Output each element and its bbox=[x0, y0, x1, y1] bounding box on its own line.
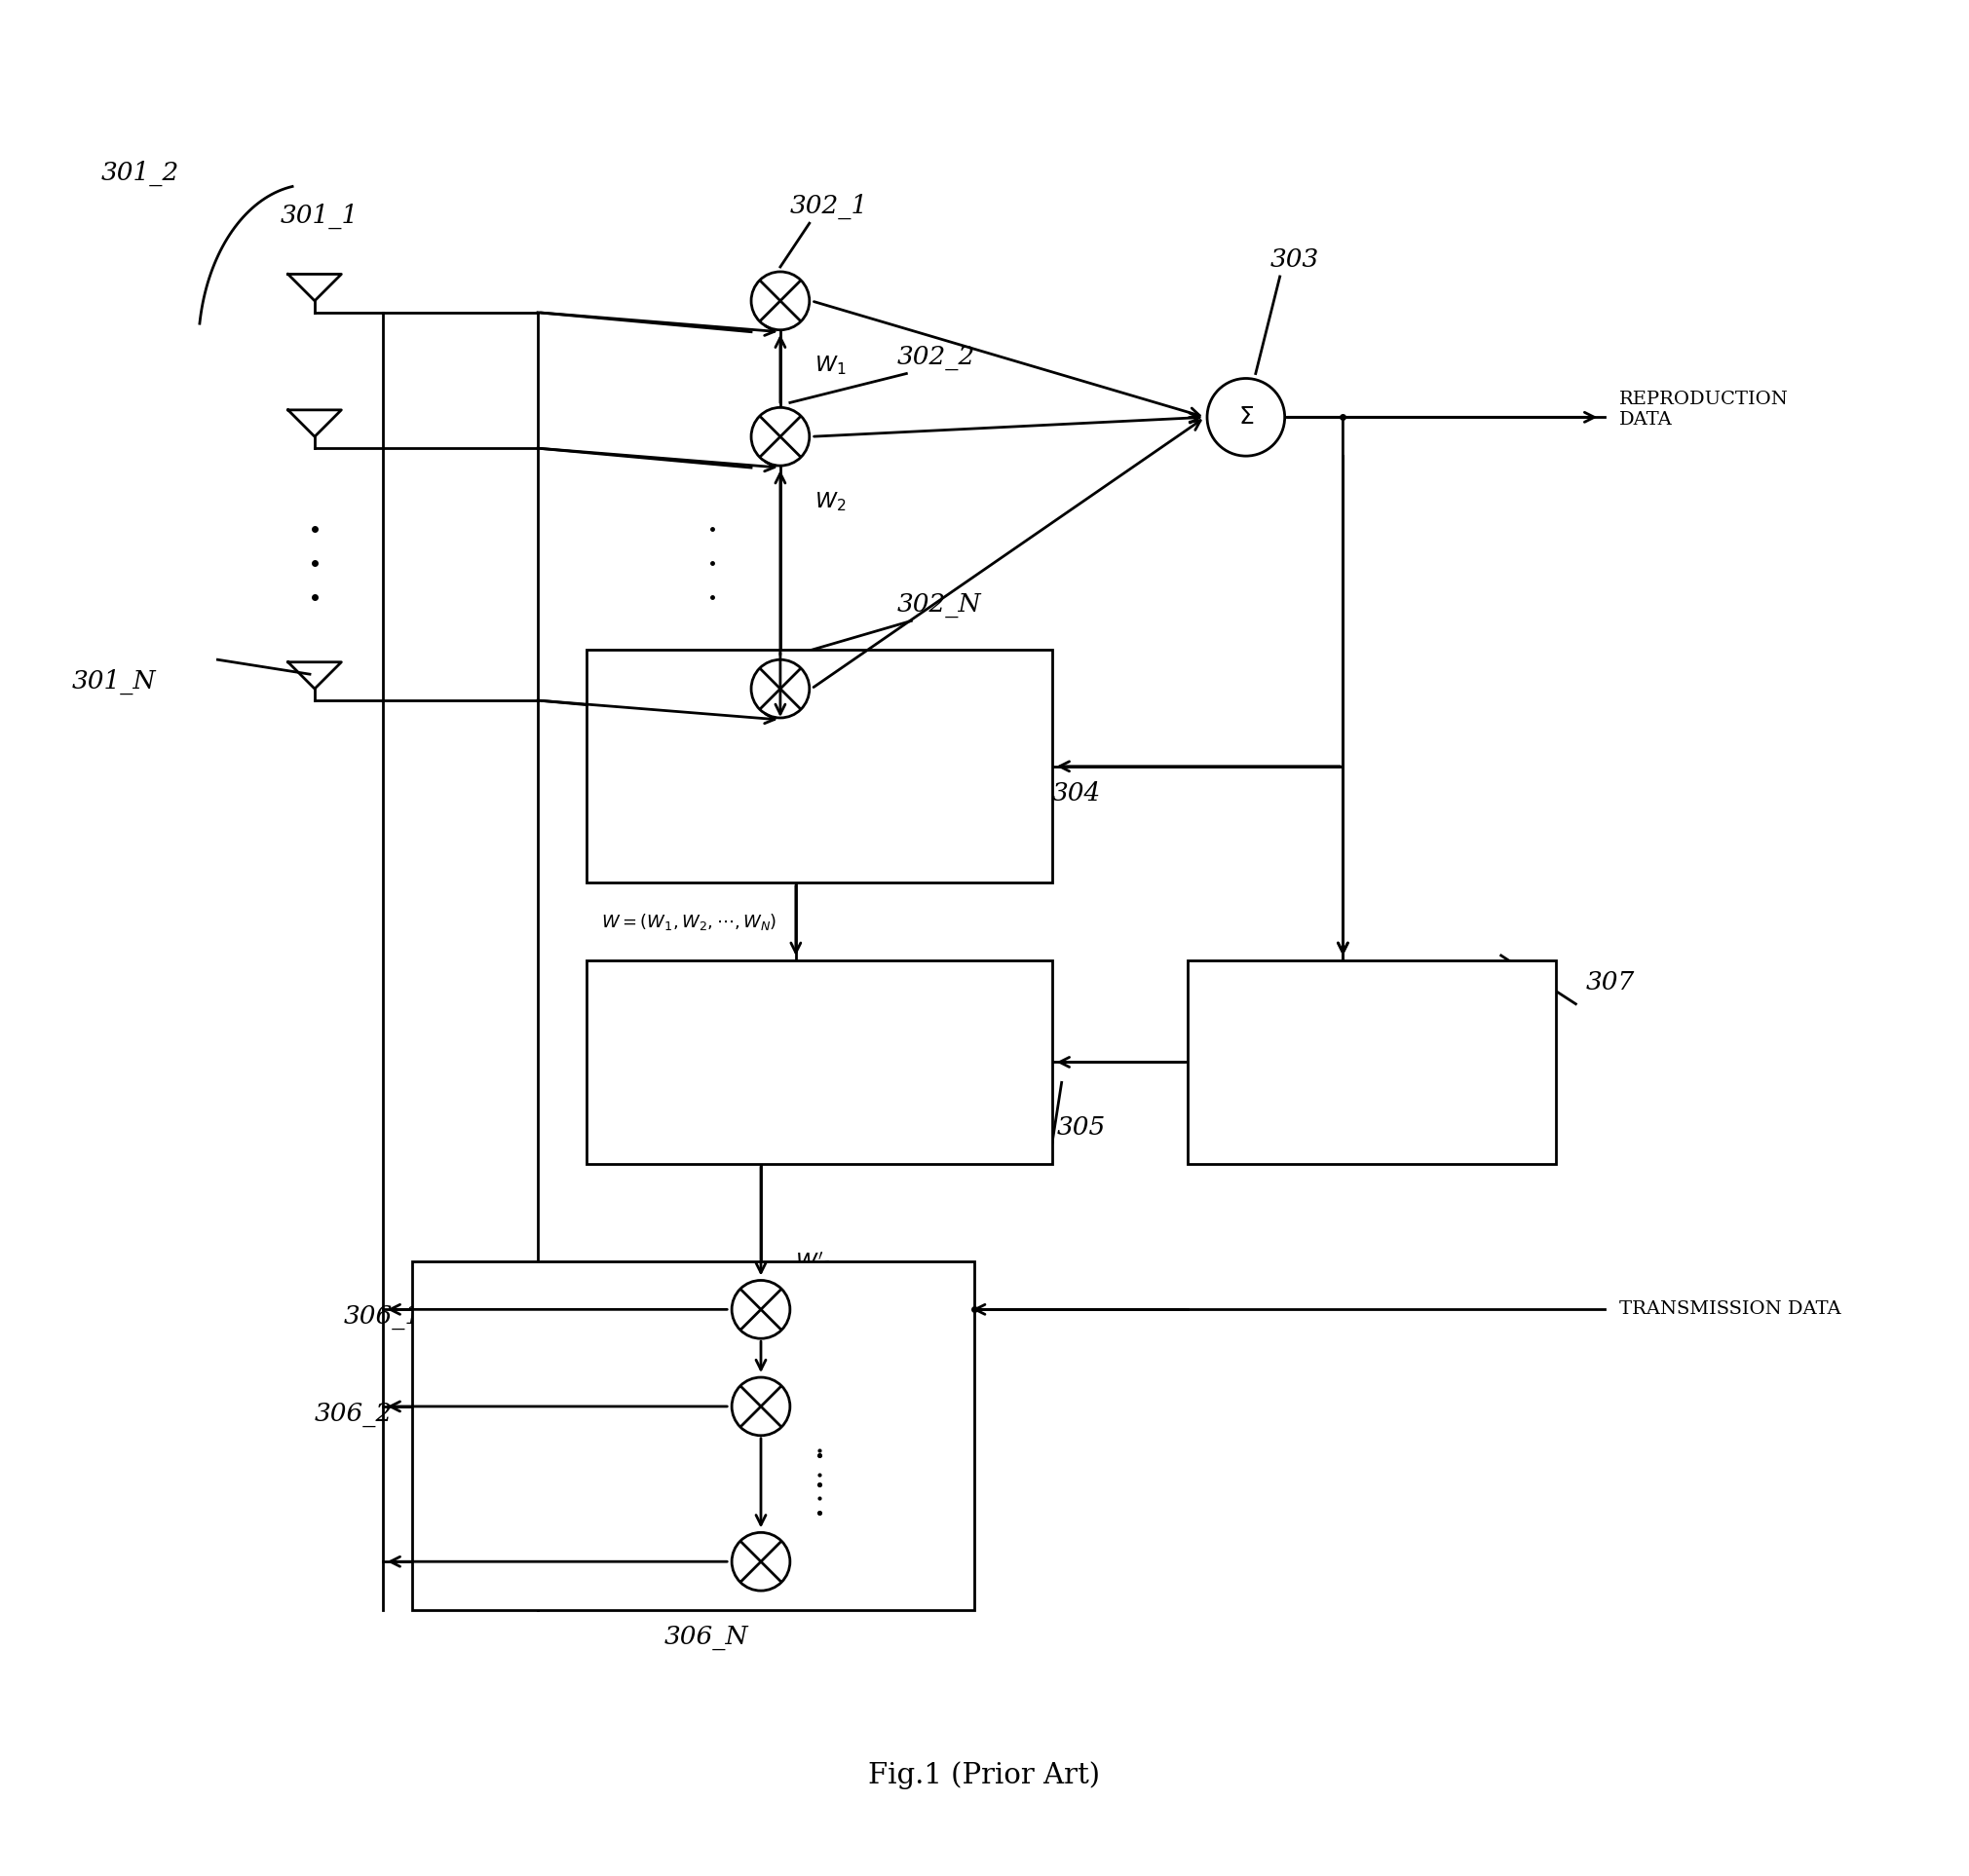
Text: $W'_N$: $W'_N$ bbox=[795, 1503, 835, 1527]
Text: 302_2: 302_2 bbox=[896, 345, 975, 370]
Bar bbox=[412, 1261, 975, 1610]
Text: TRANSMISSION DATA: TRANSMISSION DATA bbox=[1619, 1300, 1841, 1319]
Text: 306_2: 306_2 bbox=[315, 1403, 394, 1428]
Circle shape bbox=[752, 272, 809, 330]
Bar bbox=[587, 649, 1051, 884]
Text: $W_1$: $W_1$ bbox=[815, 355, 847, 377]
Circle shape bbox=[752, 660, 809, 719]
Text: $W'_2$: $W'_2$ bbox=[795, 1349, 833, 1373]
Text: 301_N: 301_N bbox=[73, 670, 158, 694]
Text: ANTENNA WEIGHT
CONVERSION
CIRCUIT: ANTENNA WEIGHT CONVERSION CIRCUIT bbox=[729, 1034, 910, 1092]
Text: 303: 303 bbox=[1270, 248, 1319, 272]
Circle shape bbox=[732, 1279, 790, 1339]
Text: 307: 307 bbox=[1585, 970, 1634, 994]
Bar bbox=[587, 961, 1051, 1163]
Text: REPRODUCTION
DATA: REPRODUCTION DATA bbox=[1619, 390, 1788, 428]
Text: 302_N: 302_N bbox=[896, 593, 981, 617]
Text: 301_2: 301_2 bbox=[100, 159, 179, 186]
Circle shape bbox=[732, 1533, 790, 1591]
Text: Fig.1 (Prior Art): Fig.1 (Prior Art) bbox=[868, 1762, 1101, 1790]
Text: 301_1: 301_1 bbox=[282, 204, 358, 229]
Circle shape bbox=[1207, 379, 1284, 456]
Text: RECEPTION
ANTENNA WEIGHT
GENERATION CIRCUIT: RECEPTION ANTENNA WEIGHT GENERATION CIRC… bbox=[713, 737, 925, 795]
Text: 306_1: 306_1 bbox=[345, 1304, 421, 1330]
Text: $W'_1$: $W'_1$ bbox=[795, 1251, 833, 1276]
Circle shape bbox=[732, 1377, 790, 1435]
Text: TPC BIT
DECODING
CIRCUIT: TPC BIT DECODING CIRCUIT bbox=[1319, 1034, 1424, 1092]
Text: 302_1: 302_1 bbox=[790, 193, 868, 219]
Bar bbox=[1187, 961, 1556, 1163]
Text: 306_N: 306_N bbox=[664, 1625, 748, 1651]
Text: 304: 304 bbox=[1051, 780, 1101, 805]
Text: $W=(W_1,W_2,\cdots,W_N)$: $W=(W_1,W_2,\cdots,W_N)$ bbox=[601, 912, 776, 932]
Text: $W_2$: $W_2$ bbox=[815, 490, 845, 512]
Circle shape bbox=[752, 407, 809, 465]
Text: $\Sigma$: $\Sigma$ bbox=[1239, 405, 1254, 428]
Text: $W_N$: $W_N$ bbox=[815, 743, 849, 765]
Text: 305: 305 bbox=[1057, 1116, 1107, 1141]
